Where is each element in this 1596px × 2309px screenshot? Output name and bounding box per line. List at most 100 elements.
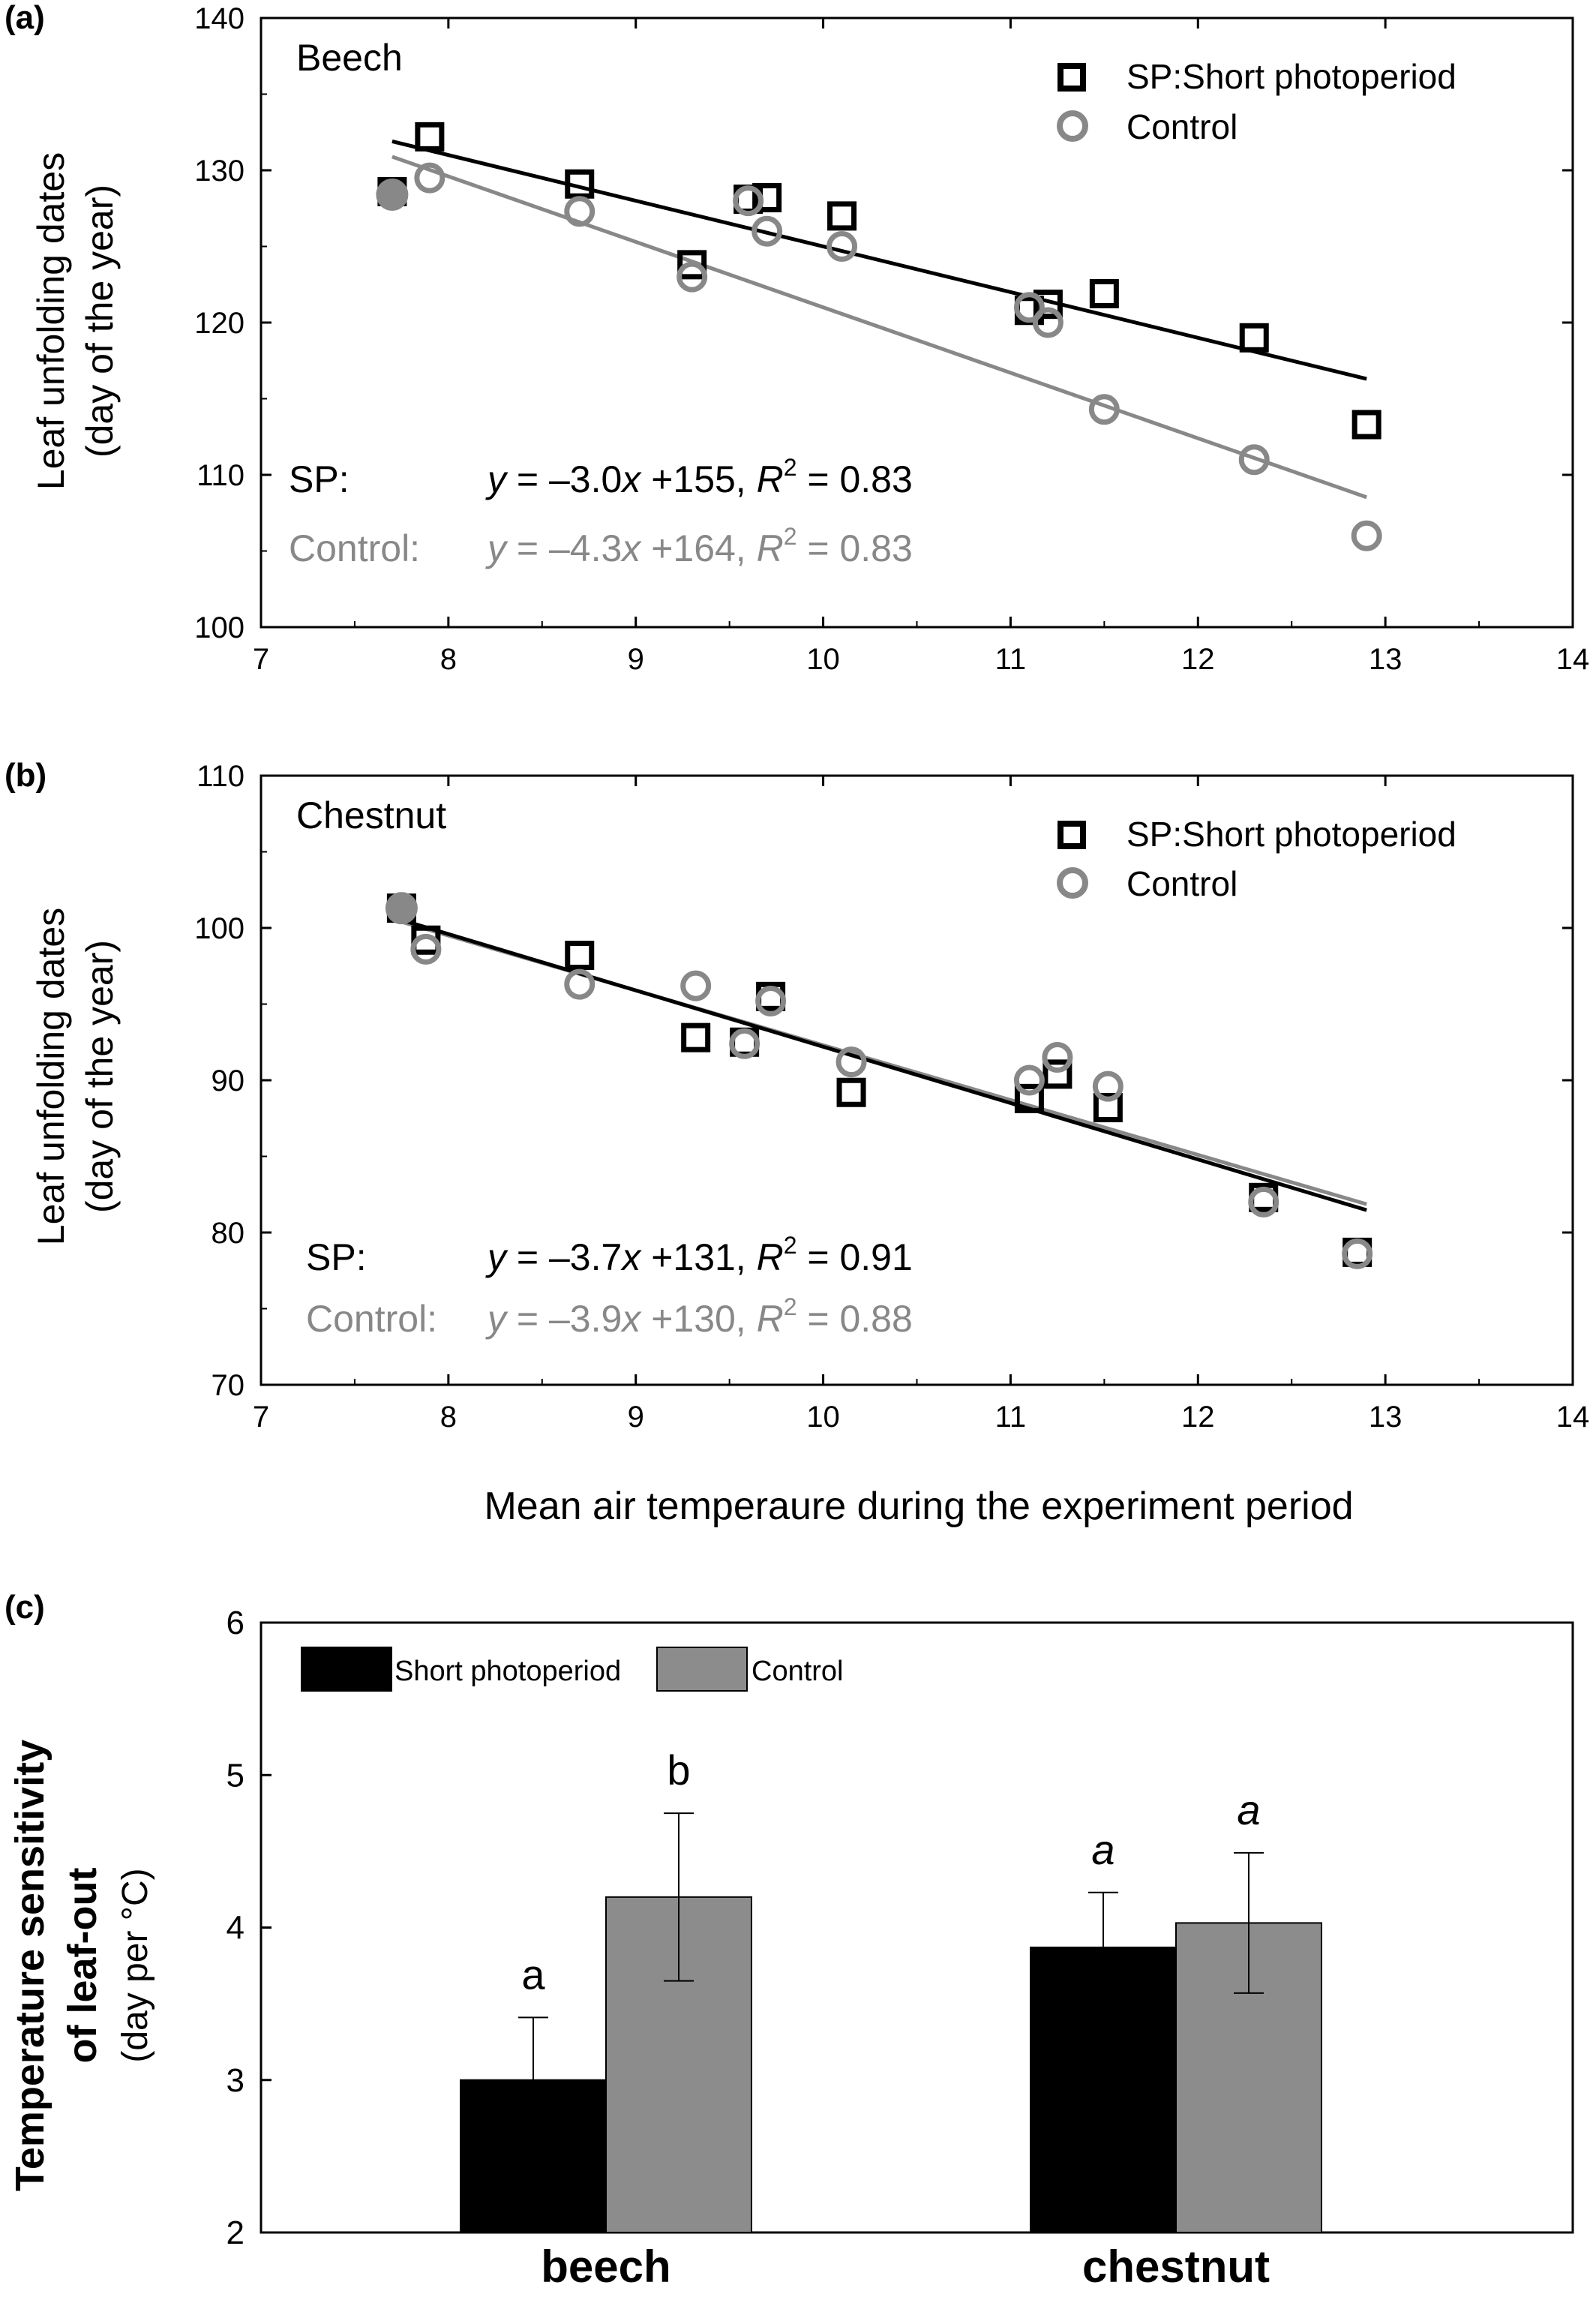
control-point	[410, 933, 442, 965]
x-tick-label: 14	[1556, 1401, 1590, 1434]
panel-a-ylabel-line2: (day of the year)	[79, 185, 121, 458]
control-point	[836, 1046, 867, 1078]
y-tick-label: 2	[226, 2214, 244, 2251]
x-tick-label: 7	[253, 1401, 269, 1434]
panel-b-equations: SP: y = –3.7x +131, R2 = 0.91 Control: y…	[306, 1232, 913, 1340]
eq-b-sp: SP: y = –3.7x +131, R2 = 0.91	[306, 1232, 913, 1278]
legend-sp-label: Short photoperiod	[394, 1656, 621, 1687]
sp-fit-line	[400, 917, 1367, 1212]
panel-c-bars: a b a a	[460, 1746, 1322, 2234]
significance-letter: b	[667, 1746, 690, 1794]
legend-control-marker	[1057, 110, 1088, 142]
control-point	[414, 162, 446, 194]
control-fit-line	[392, 155, 1367, 500]
x-tick-label: 7	[253, 643, 269, 676]
x-tick-label: 9	[628, 1401, 644, 1434]
y-tick-label: 90	[212, 1064, 245, 1097]
y-tick-label: 120	[194, 307, 244, 340]
control-point	[729, 1028, 760, 1059]
sp-point	[415, 122, 445, 152]
control-point	[755, 985, 787, 1016]
eq-a-control: Control: y = –4.3x +164, R2 = 0.83	[289, 523, 913, 569]
eq-b-control: Control: y = –3.9x +130, R2 = 0.88	[306, 1293, 913, 1340]
panel-c-axes: 2 3 4 5 6 beech chestnut	[226, 1605, 1574, 2292]
sp-point	[565, 169, 595, 199]
control-point-filled	[376, 178, 409, 211]
significance-letter: a	[1091, 1826, 1114, 1873]
x-tick-label: 14	[1556, 643, 1590, 676]
y-tick-label: 3	[226, 2062, 244, 2099]
category-label: chestnut	[1082, 2241, 1270, 2292]
category-label: beech	[541, 2241, 670, 2292]
panel-b-xlabel: Mean air temperaure during the experimen…	[484, 1485, 1353, 1528]
sp-fit-line	[392, 140, 1367, 381]
control-point	[1042, 1042, 1073, 1073]
y-tick-label: 100	[194, 912, 244, 945]
sp-point	[1042, 1059, 1072, 1089]
eq-a-sp: SP: y = –3.0x +155, R2 = 0.83	[289, 454, 913, 500]
panel-b-fit-lines	[400, 917, 1367, 1212]
y-tick-label: 5	[226, 1757, 244, 1794]
x-tick-label: 9	[628, 643, 644, 676]
panel-b-points	[385, 892, 1373, 1269]
legend-sp-marker	[1058, 821, 1086, 849]
sp-point	[1033, 290, 1063, 320]
panel-b-axes: 7 8 9 10 11 12 13 14 70 80 90 100 110	[194, 760, 1589, 1434]
sp-point	[565, 941, 595, 971]
control-point-filled	[385, 892, 418, 925]
panel-a-fit-lines	[392, 140, 1367, 500]
x-tick-label: 12	[1181, 643, 1215, 676]
control-point	[733, 185, 764, 217]
panel-b-title: Chestnut	[296, 794, 446, 836]
plot-frame	[260, 774, 1574, 1386]
sp-point	[1089, 278, 1119, 308]
legend-sp-marker	[1058, 63, 1086, 92]
panel-c-ylabel-line3: (day per °C)	[116, 1868, 155, 2062]
y-tick-label: 140	[194, 2, 244, 35]
sp-point	[827, 201, 857, 231]
control-point	[676, 261, 708, 293]
sp-point	[752, 183, 782, 213]
y-tick-label: 110	[196, 760, 244, 793]
panel-a-label: (a)	[4, 0, 45, 36]
panel-c-legend: Short photoperiod Control	[301, 1647, 844, 1692]
sp-point	[1239, 323, 1269, 353]
control-point	[1238, 444, 1270, 476]
control-point	[564, 968, 596, 1000]
panel-b: (b) Chestnut Leaf unfolding dates (day o…	[4, 757, 1589, 1528]
x-tick-label: 8	[440, 643, 457, 676]
plot-frame	[260, 17, 1574, 629]
y-tick-label: 110	[196, 459, 244, 492]
y-tick-label: 130	[194, 155, 244, 188]
x-tick-label: 13	[1369, 643, 1402, 676]
sp-point	[836, 1077, 866, 1107]
panel-a: (a) Beech Leaf unfolding dates (day of t…	[4, 0, 1589, 676]
control-point	[1032, 307, 1064, 338]
control-point	[680, 970, 712, 1001]
panel-a-axes: 7 8 9 10 11 12 13 14 100 110 120 130 140	[194, 2, 1589, 676]
panel-a-title: Beech	[296, 37, 403, 79]
y-tick-label: 70	[212, 1369, 245, 1402]
control-point	[1351, 520, 1382, 551]
control-point	[564, 196, 596, 227]
sp-point	[1014, 1083, 1044, 1113]
control-point	[826, 231, 858, 262]
panel-a-legend: SP:Short photoperiod Control	[1057, 57, 1456, 146]
x-tick-label: 12	[1181, 1401, 1215, 1434]
panel-c-ylabel-line2: of leaf-out	[60, 1868, 105, 2064]
plot-frame	[260, 1621, 1574, 2234]
legend-control-label: Control	[1126, 864, 1238, 903]
x-tick-label: 11	[995, 1401, 1027, 1434]
legend-control-swatch	[656, 1647, 748, 1692]
y-tick-label: 80	[212, 1217, 245, 1250]
control-point	[1013, 292, 1045, 323]
control-point	[1092, 1070, 1124, 1102]
significance-letter: a	[521, 1950, 545, 1998]
legend-control-label: Control	[1126, 107, 1238, 146]
panel-b-ylabel-line2: (day of the year)	[79, 940, 121, 1213]
panel-c: (c) Temperature sensitivity of leaf-out …	[4, 1589, 1574, 2292]
control-point	[752, 215, 783, 247]
legend-sp-label: SP:Short photoperiod	[1126, 57, 1456, 96]
panel-c-ylabel-line1: Temperature sensitivity	[8, 1740, 52, 2191]
